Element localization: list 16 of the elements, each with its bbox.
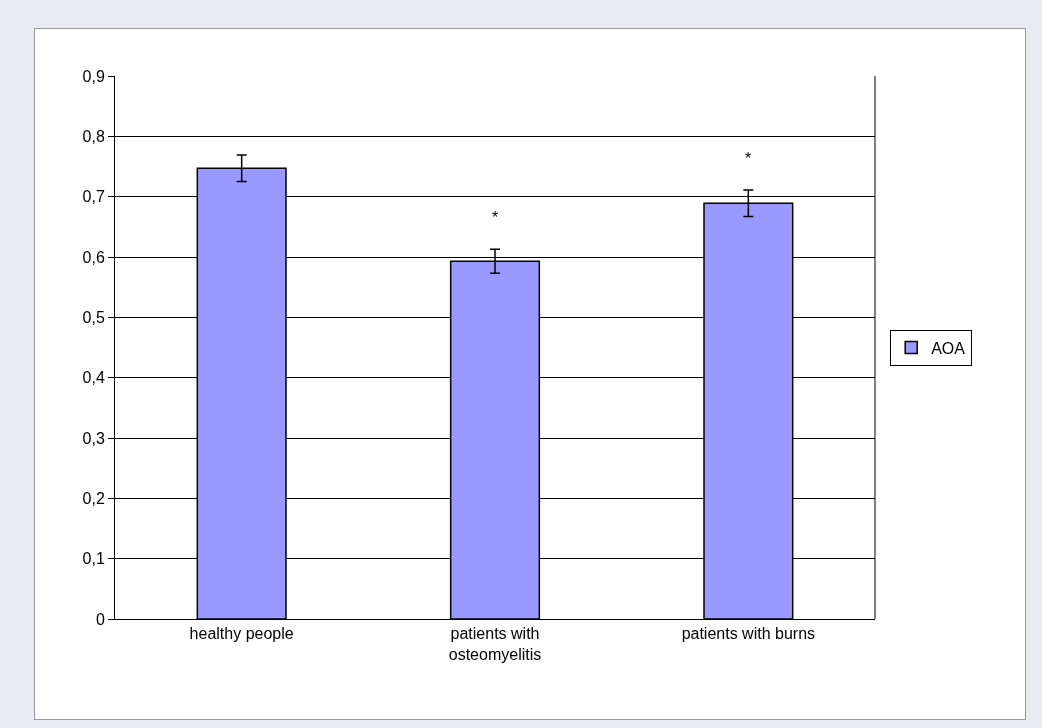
y-tick-label: 0,9 xyxy=(82,67,105,85)
legend-label: AOA xyxy=(931,339,966,357)
y-tick-label: 0,4 xyxy=(82,369,105,387)
y-tick-label: 0,1 xyxy=(82,550,105,568)
x-tick-label: patients with osteomyelitis xyxy=(448,625,542,663)
y-tick-label: 0,8 xyxy=(82,127,105,145)
y-tick-label: 0,7 xyxy=(82,188,105,206)
x-tick-label: patients with burns xyxy=(681,625,816,643)
y-tick-label: 0,5 xyxy=(82,308,105,326)
y-tick-label: 0,2 xyxy=(82,489,105,507)
annotation: * xyxy=(745,150,752,167)
y-tick-label: 0,6 xyxy=(82,248,105,266)
y-tick-label: 0 xyxy=(95,610,105,628)
y-tick-label: 0,3 xyxy=(82,429,105,447)
x-tick-label: healthy people xyxy=(189,625,294,643)
annotation: * xyxy=(492,209,499,226)
